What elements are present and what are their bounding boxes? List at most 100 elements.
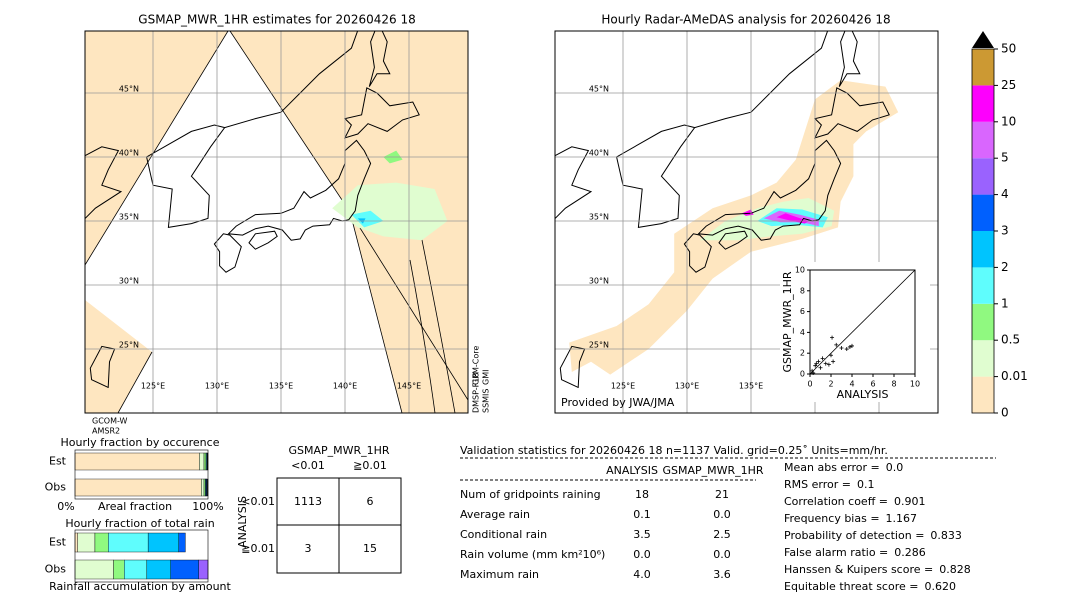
y-tick-label: 4 [800, 328, 805, 337]
colorbar-bin [972, 267, 994, 304]
stat-value: 0.0 [713, 548, 731, 561]
fraction-segment [94, 532, 109, 553]
row-title: ANALYSIS [236, 496, 249, 548]
coastline [227, 139, 372, 241]
table-cell: 1113 [294, 495, 322, 508]
scatter-point [839, 346, 844, 350]
y-tick-label: 2 [800, 349, 805, 358]
stat-value: 3.6 [713, 568, 731, 581]
fraction-segment [201, 478, 205, 497]
lat-label: 40°N [589, 149, 609, 158]
score-label: RMS error = [784, 478, 851, 491]
credit: Provided by JWA/JMA [561, 396, 675, 409]
coastline [248, 230, 278, 250]
scatter-point [818, 365, 823, 370]
x-tick-label: 2 [828, 380, 833, 389]
satellite-label: GMI [482, 370, 491, 385]
satellite-label: SSMIS [482, 389, 491, 414]
row-label: Obs [45, 563, 67, 576]
swath [85, 300, 152, 413]
score-value: 1.167 [886, 512, 918, 525]
fraction-segment [108, 532, 149, 553]
score-label: Probability of detection = [784, 529, 924, 542]
score-label: Equitable threat score = [784, 580, 918, 593]
fraction-segment [147, 532, 179, 553]
swath-edge [409, 229, 456, 413]
inset-frame [809, 269, 916, 375]
stat-label: Maximum rain [460, 568, 539, 581]
row-label: Est [49, 455, 67, 468]
colorbar-label: 50 [1001, 42, 1016, 56]
lat-label: 30°N [119, 277, 139, 286]
axis-label: 0% [57, 500, 74, 513]
stats-header: Validation statistics for 20260426 18 n=… [460, 444, 888, 457]
fraction-title: Hourly fraction of total rain [65, 517, 214, 530]
coastline [718, 230, 748, 250]
colorbar-label: 2 [1001, 260, 1009, 274]
colorbar-bin [972, 303, 994, 341]
coastline [559, 345, 586, 389]
col-header: ANALYSIS [606, 464, 658, 477]
colorbar-extend [972, 31, 994, 48]
stat-value: 0.0 [633, 548, 651, 561]
coastline [838, 31, 861, 87]
score-label: Correlation coeff = [784, 495, 888, 508]
table-cell: 3 [305, 542, 312, 555]
fraction-segment [170, 559, 199, 580]
y-axis-label: GSMAP_MWR_1HR [781, 271, 794, 372]
row-header: <0.01 [241, 495, 275, 508]
axes-frame [74, 529, 209, 583]
diagonal [809, 269, 916, 375]
stat-value: 3.5 [633, 528, 651, 541]
lon-label: 125°E [141, 382, 165, 391]
coastline [814, 87, 890, 139]
colorbar-label: 4 [1001, 187, 1009, 201]
axis-label: 100% [192, 500, 223, 513]
score-value: 0.901 [894, 495, 926, 508]
colorbar-label: 0.01 [1001, 369, 1028, 383]
lon-label: 125°E [611, 382, 635, 391]
fraction-footer: Rainfall accumulation by amount [49, 580, 231, 593]
y-tick-label: 8 [800, 286, 805, 295]
coastline [616, 124, 696, 228]
score-value: 0.286 [894, 546, 926, 559]
coastline [683, 233, 712, 273]
lon-label: 130°E [205, 382, 229, 391]
fraction-segment [124, 559, 148, 580]
fraction-segment [199, 452, 205, 471]
stat-value: 21 [715, 488, 729, 501]
rain-area [351, 210, 384, 228]
inset-background [780, 262, 930, 402]
stat-value: 18 [635, 488, 649, 501]
colorbar-bin [972, 85, 994, 122]
fraction-segment [74, 452, 200, 471]
lat-label: 40°N [119, 149, 139, 158]
scatter-point [834, 342, 839, 347]
score-value: 0.833 [930, 529, 962, 542]
coastline [697, 139, 842, 241]
fraction-segment [74, 532, 78, 553]
colorbar-label: 0.5 [1001, 333, 1020, 347]
score-value: 0.1 [857, 478, 875, 491]
table-lines [277, 478, 401, 573]
score-label: Frequency bias = [784, 512, 880, 525]
fraction-segment [77, 532, 96, 553]
row-header: ≧0.01 [241, 542, 275, 555]
stat-label: Average rain [460, 508, 530, 521]
colorbar-bin [972, 121, 994, 159]
map-frame [84, 30, 469, 414]
colorbar-bin [972, 158, 994, 195]
colorbar-bin [972, 231, 994, 268]
scatter-point [831, 359, 836, 364]
lat-label: 45°N [119, 85, 139, 94]
scatter-point [813, 363, 818, 368]
axes-frame [74, 449, 209, 500]
coastline [89, 345, 116, 389]
scatter-point [820, 356, 825, 361]
colorbar-label: 1 [1001, 296, 1009, 310]
fraction-segment [113, 559, 125, 580]
lat-label: 35°N [589, 213, 609, 222]
fraction-title: Hourly fraction by occurence [61, 436, 220, 449]
fraction-segment [178, 532, 186, 553]
